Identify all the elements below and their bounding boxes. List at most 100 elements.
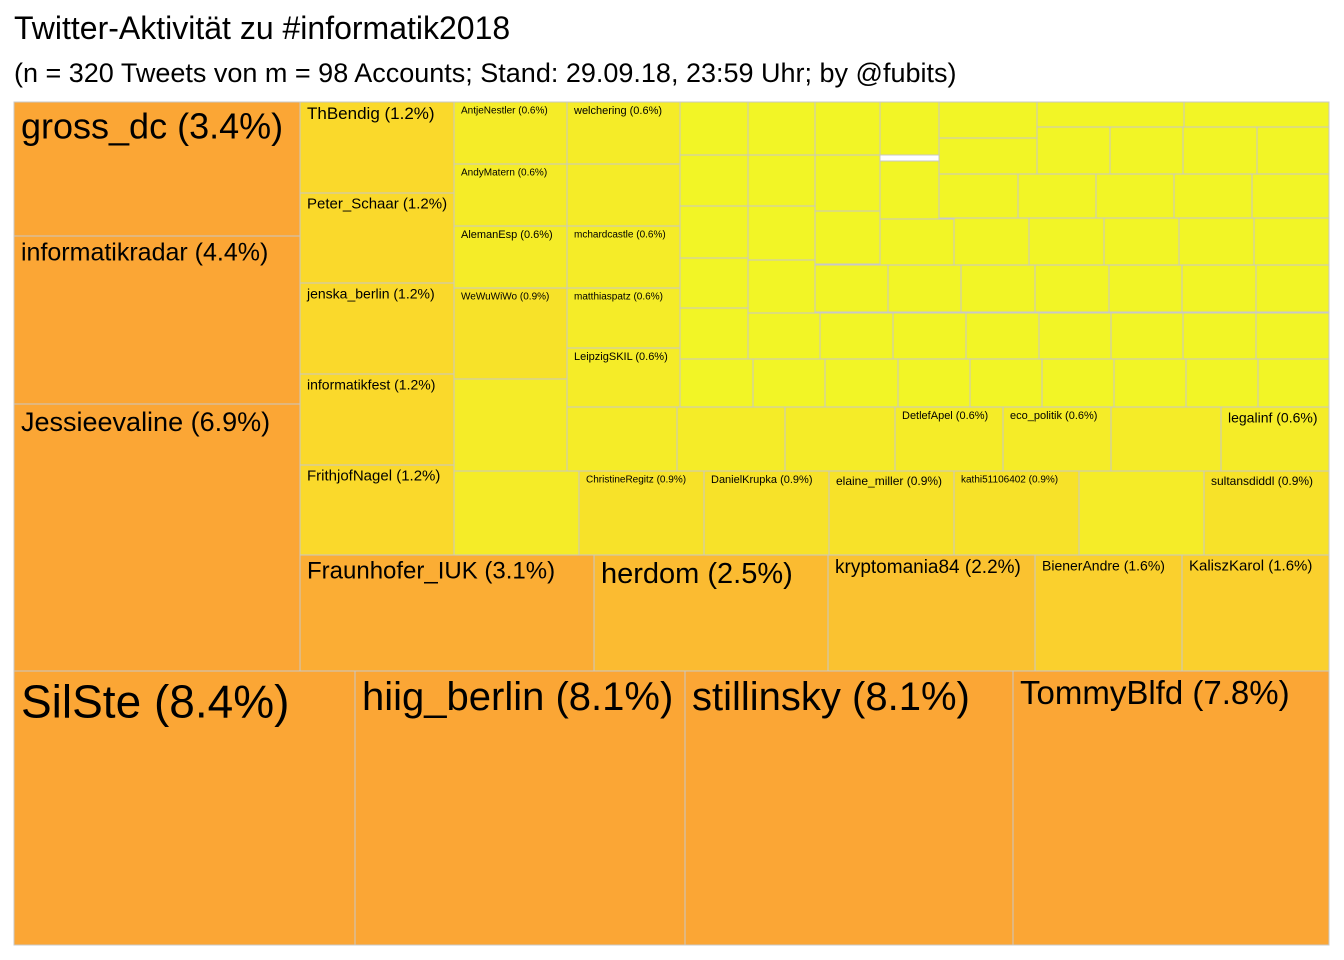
treemap-tile-small (1181, 264, 1257, 313)
treemap-tile-small (879, 218, 955, 266)
treemap-tile-stillinsky (684, 670, 1014, 946)
treemap-tile-small (897, 358, 971, 408)
treemap-tile-tommyblfd (1012, 670, 1330, 946)
treemap-tile (566, 163, 681, 227)
tile-label-alemanesp: AlemanEsp (0.6%) (461, 229, 553, 241)
treemap-tile-small (969, 358, 1043, 408)
tile-label-andymatern: AndyMatern (0.6%) (461, 167, 547, 178)
treemap-tile-silste (13, 670, 356, 946)
treemap-tile-informatikfest (299, 373, 455, 466)
treemap-tile-small (1041, 358, 1115, 408)
tile-label-informatikradar: informatikradar (4.4%) (21, 239, 268, 267)
treemap-tile-small (747, 205, 816, 261)
treemap-tile-kryptomania84 (827, 554, 1036, 672)
tile-label-danielkrupka: DanielKrupka (0.9%) (711, 474, 813, 486)
treemap-tile-small (938, 137, 1038, 175)
treemap-tile-andymatern (453, 163, 568, 227)
treemap-tile-christineregitz (578, 470, 705, 556)
treemap-tile-small (814, 154, 881, 212)
tile-label-detlefapel: DetlefApel (0.6%) (902, 410, 988, 422)
treemap-tile-small (747, 259, 816, 314)
treemap-tile-small (1038, 312, 1112, 360)
tile-label-jenska-berlin: jenska_berlin (1.2%) (306, 285, 435, 301)
tile-label-leipzigskil: LeipzigSKIL (0.6%) (574, 351, 668, 363)
treemap-tile-small (1173, 173, 1253, 219)
treemap-tile-small (814, 264, 889, 313)
treemap-tile-small (892, 312, 967, 360)
treemap-tile-small (953, 217, 1030, 266)
treemap-tile-small (1036, 126, 1111, 175)
treemap-tile-herdom (593, 554, 829, 672)
tile-label-bienerandre: BienerAndre (1.6%) (1042, 557, 1165, 573)
treemap-tile-wewuwiwo (453, 287, 568, 380)
treemap-tile-jessieevaline (13, 403, 301, 672)
treemap-tile-small (747, 101, 816, 156)
treemap-tile-small (1255, 312, 1330, 360)
tile-label-kaliszkarol: KaliszKarol (1.6%) (1189, 557, 1312, 574)
treemap-tile-small (679, 358, 754, 408)
treemap-tile-legalinf (1220, 406, 1330, 472)
treemap-tile-small (1183, 101, 1330, 128)
treemap-tile-small (1182, 126, 1258, 175)
treemap-tile-danielkrupka (703, 470, 830, 556)
treemap-tile-small (965, 312, 1040, 360)
treemap-tile-matthiaspatz (566, 287, 681, 349)
treemap-tile-mchardcastle (566, 225, 681, 289)
treemap-tile-small (1036, 101, 1185, 128)
treemap-tile-small (879, 160, 940, 220)
treemap-tile-small (1178, 217, 1255, 266)
treemap-tile-small (1185, 358, 1259, 408)
treemap-tile-fraunhofer-iuk (299, 554, 595, 672)
tile-label-silste: SilSte (8.4%) (21, 675, 289, 727)
treemap-tile (453, 378, 568, 472)
tile-label-stillinsky: stillinsky (8.1%) (692, 675, 970, 719)
treemap-tile-small (1182, 312, 1257, 360)
treemap-tile-kathi51106402 (953, 470, 1080, 556)
treemap-tile-gross-dc (13, 101, 301, 237)
treemap-tile-small (887, 264, 962, 313)
treemap-tile-small (1253, 217, 1330, 266)
treemap-tile (676, 406, 786, 472)
treemap-tile-small (1256, 126, 1330, 175)
treemap-tile-small (679, 257, 749, 309)
treemap-tile-informatikradar (13, 235, 301, 405)
treemap-tile-elaine-miller (828, 470, 955, 556)
treemap-tile-small (1034, 264, 1110, 313)
treemap-tile-sultansdiddl (1203, 470, 1330, 556)
tile-label-jessieevaline: Jessieevaline (6.9%) (21, 407, 270, 437)
treemap-tile-small (938, 173, 1019, 219)
treemap-tile-small (1109, 126, 1184, 175)
treemap-tile (1110, 406, 1222, 472)
treemap-tile-leipzigskil (566, 347, 681, 408)
tile-label-wewuwiwo: WeWuWiWo (0.9%) (461, 291, 549, 302)
tile-label-antjenestler: AntjeNestler (0.6%) (461, 105, 548, 116)
treemap-tile-small (960, 264, 1036, 313)
tile-label-peter-schaar: Peter_Schaar (1.2%) (307, 195, 447, 212)
treemap-tile-small (879, 101, 940, 156)
tile-label-welchering: welchering (0.6%) (573, 105, 662, 117)
treemap-tile (784, 406, 896, 472)
treemap-tile-small (814, 101, 881, 156)
treemap-tile (453, 470, 580, 556)
treemap-tile-jenska-berlin (299, 282, 455, 375)
treemap-tile (1078, 470, 1205, 556)
tile-label-tommyblfd: TommyBlfd (7.8%) (1020, 674, 1290, 711)
treemap-tile-small (819, 312, 894, 360)
chart-subtitle: (n = 320 Tweets von m = 98 Accounts; Sta… (14, 58, 957, 88)
tile-label-legalinf: legalinf (0.6%) (1228, 409, 1318, 425)
tile-label-herdom: herdom (2.5%) (601, 558, 793, 590)
treemap-tile-small (679, 154, 749, 207)
tile-label-christineregitz: ChristineRegitz (0.9%) (586, 474, 686, 485)
treemap-tile-bienerandre (1034, 554, 1183, 672)
treemap-tile-small (747, 312, 821, 360)
treemap-tile (566, 406, 678, 472)
treemap-tile-detlefapel (894, 406, 1004, 472)
treemap-tile-small (679, 205, 749, 259)
treemap-tile-small (1095, 173, 1175, 219)
treemap-tile-welchering (566, 101, 681, 165)
treemap-tile-small (1108, 264, 1183, 313)
treemap-tile-small (1251, 173, 1330, 219)
treemap-tile-small (1017, 173, 1097, 219)
chart-title: Twitter-Aktivität zu #informatik2018 (14, 10, 511, 46)
